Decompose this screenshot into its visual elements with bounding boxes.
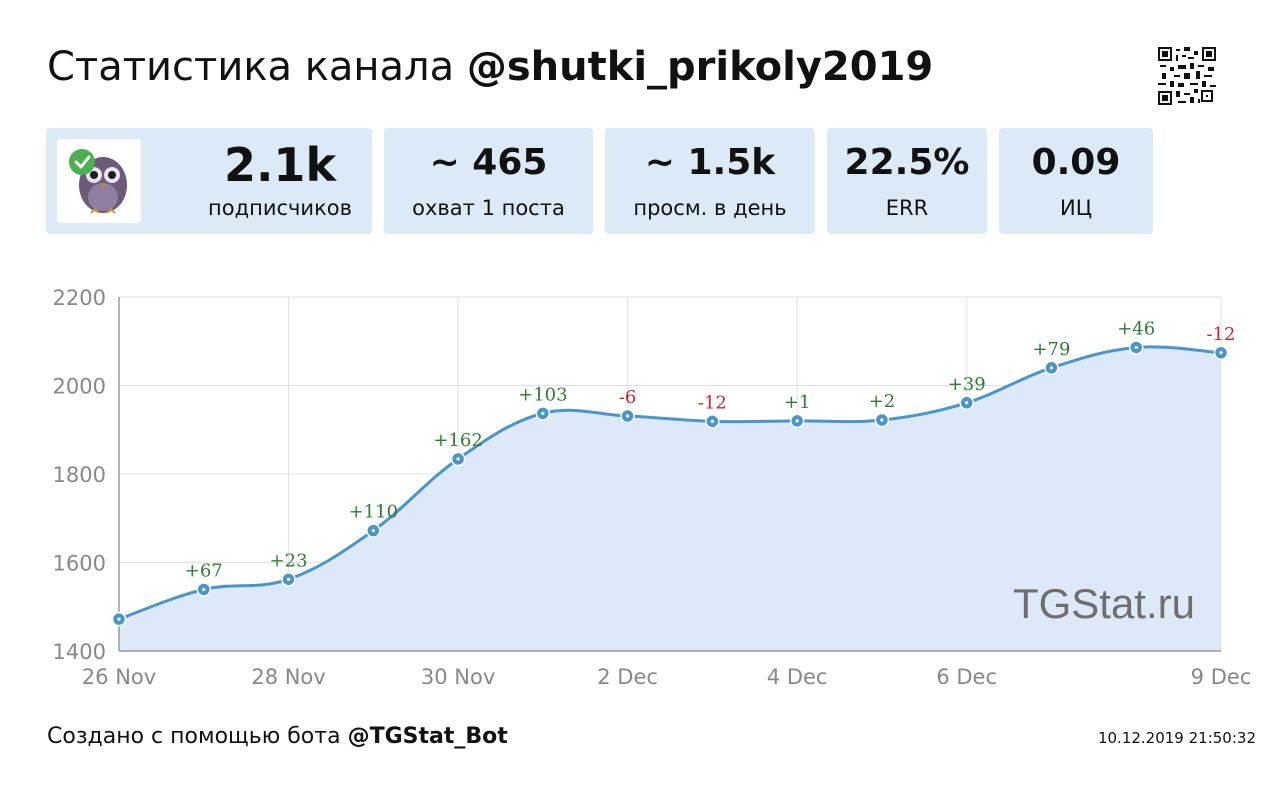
data-label: +1	[784, 392, 811, 413]
stat-value: ~ 1.5k	[644, 142, 776, 183]
x-tick-label: 9 Dec	[1191, 665, 1252, 689]
data-point-center	[880, 418, 884, 422]
y-tick-label: 2200	[53, 286, 106, 310]
footer-text: Создано с помощью бота	[47, 724, 348, 749]
y-tick-label: 1800	[53, 463, 106, 487]
data-point-center	[710, 419, 714, 423]
x-tick-label: 30 Nov	[421, 665, 495, 689]
data-label: -12	[698, 392, 727, 413]
data-point-center	[541, 411, 545, 415]
page-title: Статистика канала @shutki_prikoly2019	[47, 44, 933, 90]
data-point-center	[1134, 345, 1138, 350]
qr-code-icon	[1158, 47, 1216, 105]
avatar	[57, 139, 141, 223]
owl-avatar-icon	[69, 149, 127, 214]
stat-value: 22.5%	[844, 142, 970, 183]
stat-label: ИЦ	[1059, 196, 1092, 220]
data-point-center	[1219, 351, 1223, 355]
data-points	[111, 340, 1229, 627]
data-point-center	[965, 401, 969, 405]
title-prefix: Статистика канала	[47, 44, 467, 90]
stat-card-citation-index: 0.09 ИЦ	[999, 128, 1153, 234]
stat-card-reach: ~ 465 охват 1 поста	[384, 128, 593, 234]
bot-link[interactable]: @TGStat_Bot	[347, 724, 508, 749]
data-label: +46	[1117, 318, 1155, 339]
data-label: +110	[349, 502, 398, 523]
stat-label: ERR	[885, 196, 929, 220]
channel-name: @shutki_prikoly2019	[466, 44, 934, 90]
stat-value: ~ 465	[429, 142, 548, 183]
y-tick-label: 2000	[53, 375, 106, 399]
y-tick-label: 1600	[53, 552, 106, 576]
x-tick-label: 2 Dec	[597, 665, 658, 689]
data-label: +2	[869, 391, 896, 412]
data-point-center	[286, 577, 291, 581]
data-point-center	[117, 617, 121, 621]
data-label: -6	[619, 387, 637, 408]
stat-card-subscribers: 2.1k подписчиков	[46, 128, 372, 234]
stat-label: охват 1 поста	[412, 196, 565, 220]
data-label: +23	[270, 550, 308, 571]
stat-label: подписчиков	[208, 196, 352, 220]
stat-label: просм. в день	[633, 196, 787, 220]
data-label: +39	[948, 374, 986, 395]
y-tick-label: 1400	[53, 640, 106, 664]
axes	[118, 297, 1221, 652]
data-label: -12	[1207, 324, 1236, 345]
data-point-center	[626, 414, 630, 418]
data-label: +79	[1032, 339, 1070, 360]
stat-card-err: 22.5% ERR	[827, 128, 987, 234]
data-point-center	[456, 457, 460, 461]
data-label: +103	[518, 384, 567, 405]
footer-credit: Создано с помощью бота @TGStat_Bot	[47, 724, 508, 749]
stat-value: 2.1k	[223, 138, 337, 192]
data-point-center	[795, 419, 799, 423]
x-tick-label: 6 Dec	[936, 665, 997, 689]
data-labels: +67 +23 +110 +162 +103 -6 -12 +1 +2 +39 +79 +46 -12	[185, 318, 1236, 581]
data-point-center	[1049, 366, 1054, 370]
stat-card-daily-views: ~ 1.5k просм. в день	[605, 128, 815, 234]
x-tick-label: 4 Dec	[767, 665, 828, 689]
area-fill	[119, 346, 1221, 651]
tick-labels: 1400 1600 1800 2000 2200 26 Nov 28 Nov 30 Nov 2 …	[53, 286, 1252, 689]
x-tick-label: 26 Nov	[82, 665, 156, 689]
x-tick-label: 28 Nov	[251, 665, 325, 689]
data-label: +67	[185, 560, 223, 581]
stat-value: 0.09	[1031, 142, 1121, 183]
subscribers-chart: +67 +23+110+162+103 -6 -12 +1 +2+39+79+46 -12 …	[53, 286, 1252, 689]
timestamp: 10.12.2019 21:50:32	[1097, 729, 1256, 747]
series-line	[118, 345, 1222, 621]
watermark: TGStat.ru	[1013, 580, 1195, 627]
data-label: +162	[433, 430, 482, 451]
data-point-center	[202, 587, 206, 592]
data-point-center	[371, 529, 375, 533]
